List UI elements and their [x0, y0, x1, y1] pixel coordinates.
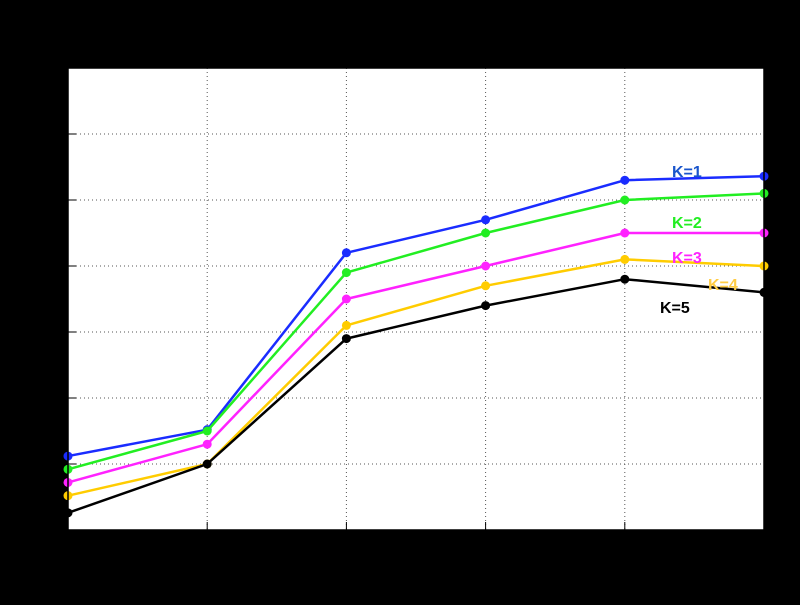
data-point-s5-2 — [202, 459, 212, 469]
data-point-s2-3 — [341, 268, 351, 278]
plot-area — [68, 68, 764, 530]
data-point-s4-5 — [620, 254, 630, 264]
data-point-s5-5 — [620, 274, 630, 284]
series-line-3 — [67, 231, 764, 484]
annotation-k3: K=3 — [672, 250, 702, 267]
data-point-s2-4 — [481, 228, 491, 238]
annotation-k2: K=2 — [672, 215, 702, 232]
data-point-s5-3 — [341, 334, 351, 344]
annotation-k1: K=1 — [672, 164, 702, 181]
data-point-s1-3 — [341, 248, 351, 258]
annotation-k5: K=5 — [660, 300, 690, 317]
plot-frame — [67, 67, 765, 531]
series-line-1 — [67, 174, 765, 458]
data-point-s3-4 — [481, 261, 491, 271]
data-point-s2-5 — [620, 195, 630, 205]
data-point-s2-2 — [202, 426, 212, 436]
data-point-s4-4 — [481, 281, 491, 291]
data-point-s4-3 — [341, 320, 351, 330]
series-line-4 — [67, 258, 765, 497]
data-point-s1-5 — [620, 175, 630, 185]
series-line-2 — [67, 192, 765, 471]
data-point-s1-4 — [481, 215, 491, 225]
series-line-5 — [67, 277, 765, 515]
annotation-k4: K=4 — [708, 277, 738, 294]
data-point-s5-4 — [481, 301, 491, 311]
annotation-group: K=1 K=2 K=3 K=4 K=5 — [660, 164, 738, 317]
data-point-s3-3 — [341, 294, 351, 304]
data-point-s3-2 — [202, 439, 212, 449]
series-group — [63, 171, 769, 518]
data-point-s3-5 — [620, 228, 630, 238]
